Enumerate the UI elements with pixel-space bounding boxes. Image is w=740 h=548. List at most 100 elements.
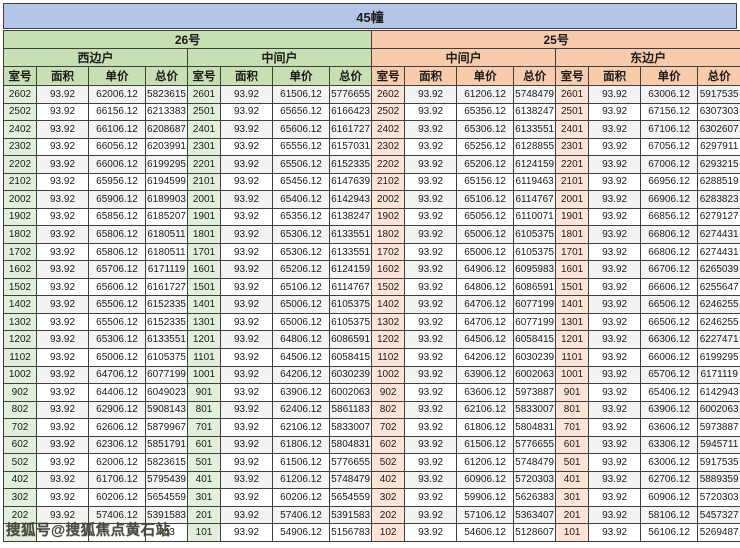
cell-room-number: 1702 xyxy=(372,243,405,261)
cell-room-number: 2302 xyxy=(4,138,37,156)
cell-unit-price: 63906.12 xyxy=(641,401,698,419)
unit-west-26-header: 西边户 xyxy=(4,49,188,67)
cell-room-number: 1301 xyxy=(188,313,221,331)
cell-unit-price: 65256.12 xyxy=(457,138,514,156)
cell-room-number: 501 xyxy=(556,454,589,472)
cell-area: 93.92 xyxy=(37,226,89,244)
cell-area: 93.92 xyxy=(37,121,89,139)
cell-room-number: 201 xyxy=(556,506,589,524)
cell-total-price: 6030239 xyxy=(514,348,556,366)
cell-unit-price: 65006.12 xyxy=(457,226,514,244)
cell-total-price: 6105375 xyxy=(146,348,188,366)
cell-room-number: 2201 xyxy=(188,156,221,174)
cell-total-price: 5823615 xyxy=(146,86,188,104)
cell-total-price: 6227471 xyxy=(698,331,740,349)
column-header-unit-price: 单价 xyxy=(89,67,146,86)
cell-area: 93.92 xyxy=(405,138,457,156)
cell-area: 93.92 xyxy=(221,524,273,542)
cell-area: 93.92 xyxy=(589,471,641,489)
cell-unit-price: 66106.12 xyxy=(89,121,146,139)
cell-total-price: 6138247 xyxy=(514,103,556,121)
cell-room-number: 401 xyxy=(556,471,589,489)
cell-unit-price: 65706.12 xyxy=(641,366,698,384)
cell-room-number: 1801 xyxy=(188,226,221,244)
cell-total-price: 6283823 xyxy=(698,191,740,209)
cell-area: 93.92 xyxy=(405,436,457,454)
cell-area: 93.92 xyxy=(589,243,641,261)
cell-unit-price: 65706.12 xyxy=(89,261,146,279)
cell-room-number: 2102 xyxy=(4,173,37,191)
cell-total-price: 5945711 xyxy=(698,436,740,454)
cell-area: 93.92 xyxy=(405,384,457,402)
cell-area: 93.92 xyxy=(405,173,457,191)
cell-area: 93.92 xyxy=(589,226,641,244)
cell-room-number: 401 xyxy=(188,471,221,489)
cell-unit-price: 61706.12 xyxy=(89,471,146,489)
cell-total-price: 5861183 xyxy=(330,401,372,419)
cell-room-number: 2602 xyxy=(372,86,405,104)
column-header-room: 室号 xyxy=(372,67,405,86)
cell-room-number: 1901 xyxy=(556,208,589,226)
cell-total-price: 6189903 xyxy=(146,191,188,209)
cell-total-price: 6110071 xyxy=(514,208,556,226)
cell-room-number: 1101 xyxy=(556,348,589,366)
cell-room-number: 2601 xyxy=(188,86,221,104)
cell-total-price: 6152335 xyxy=(146,313,188,331)
cell-total-price: 6293215 xyxy=(698,156,740,174)
unit-middle-26-header: 中间户 xyxy=(188,49,372,67)
cell-room-number: 1801 xyxy=(556,226,589,244)
building-header-row: 26号 25号 xyxy=(4,31,740,49)
cell-total-price: 6124159 xyxy=(330,261,372,279)
cell-unit-price: 57406.12 xyxy=(273,506,330,524)
cell-room-number: 1302 xyxy=(4,313,37,331)
cell-area: 93.92 xyxy=(221,313,273,331)
cell-total-price: 6185207 xyxy=(146,208,188,226)
cell-total-price: 6002063 xyxy=(514,366,556,384)
cell-room-number: 2002 xyxy=(4,191,37,209)
cell-unit-price: 64706.12 xyxy=(457,313,514,331)
cell-total-price: 6288519 xyxy=(698,173,740,191)
cell-area: 93.92 xyxy=(405,296,457,314)
cell-unit-price: 66606.12 xyxy=(641,278,698,296)
cell-total-price: 6194599 xyxy=(146,173,188,191)
cell-total-price: 6133551 xyxy=(146,331,188,349)
cell-room-number: 2502 xyxy=(372,103,405,121)
cell-total-price: 5269487 xyxy=(698,524,740,542)
cell-area: 93.92 xyxy=(37,261,89,279)
cell-room-number: 801 xyxy=(188,401,221,419)
cell-unit-price: 61506.12 xyxy=(273,454,330,472)
cell-total-price: 5748479 xyxy=(330,471,372,489)
cell-unit-price: 65906.12 xyxy=(89,191,146,209)
cell-total-price: 6166423 xyxy=(330,103,372,121)
cell-unit-price: 65006.12 xyxy=(273,296,330,314)
cell-room-number: 502 xyxy=(372,454,405,472)
cell-area: 93.92 xyxy=(37,384,89,402)
cell-unit-price: 65656.12 xyxy=(273,103,330,121)
cell-area: 93.92 xyxy=(221,384,273,402)
cell-room-number: 1001 xyxy=(188,366,221,384)
cell-room-number: 1402 xyxy=(372,296,405,314)
cell-area: 93.92 xyxy=(37,138,89,156)
cell-room-number xyxy=(4,524,37,542)
cell-unit-price: 64206.12 xyxy=(457,348,514,366)
cell-unit-price: 63306.12 xyxy=(641,436,698,454)
cell-total-price: 5879967 xyxy=(146,419,188,437)
spreadsheet-sheet: 45幢 26号 25号 西边户 中间户 中间户 东边户 室号面积单价总价室号面积… xyxy=(3,3,737,542)
cell-area: 93.92 xyxy=(37,296,89,314)
cell-area: 93.92 xyxy=(405,191,457,209)
cell-room-number: 1401 xyxy=(188,296,221,314)
unit-type-header-row: 西边户 中间户 中间户 东边户 xyxy=(4,49,740,67)
cell-unit-price: 65106.12 xyxy=(273,278,330,296)
cell-total-price: 5833007 xyxy=(514,401,556,419)
cell-room-number: 1502 xyxy=(372,278,405,296)
cell-total-price: 6086591 xyxy=(514,278,556,296)
cell-room-number: 1802 xyxy=(4,226,37,244)
cell-area: 93.92 xyxy=(37,419,89,437)
column-header-room: 室号 xyxy=(556,67,589,86)
column-header-total-price: 总价 xyxy=(330,67,372,86)
